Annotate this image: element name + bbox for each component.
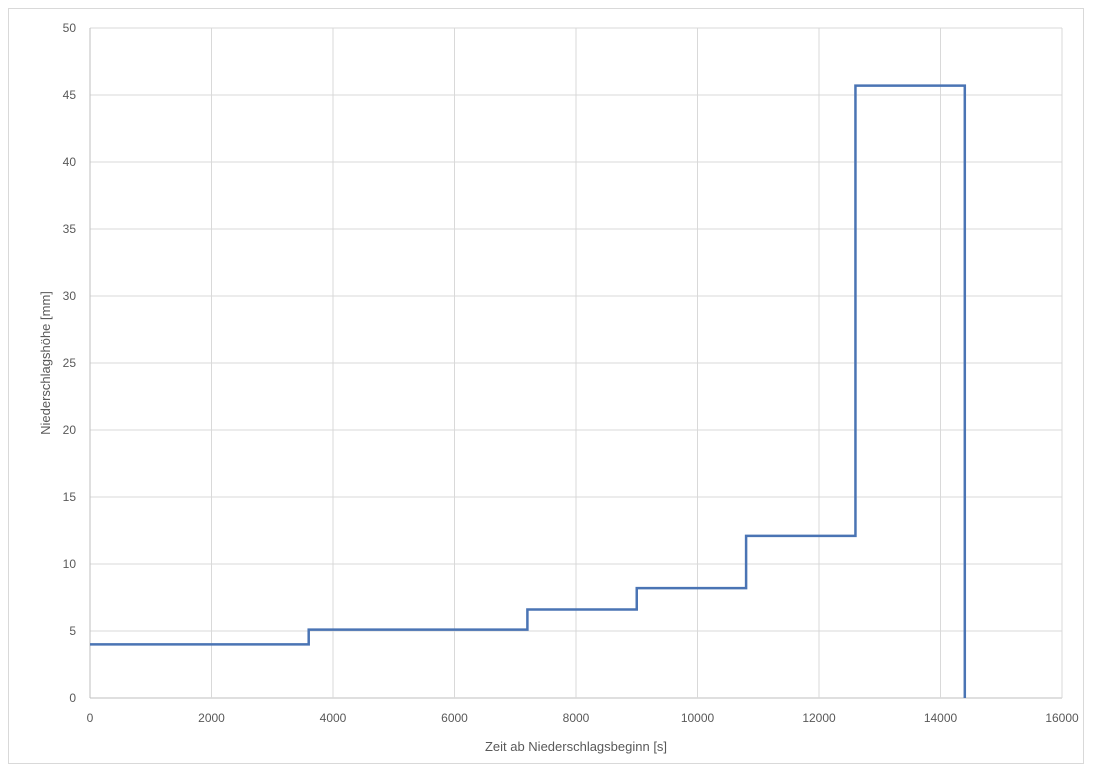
y-tick-label: 15 bbox=[63, 490, 77, 504]
grid-lines bbox=[89, 27, 1063, 699]
x-tick-label: 16000 bbox=[1045, 711, 1079, 725]
x-tick-label: 6000 bbox=[441, 711, 468, 725]
x-tick-label: 14000 bbox=[924, 711, 958, 725]
y-tick-label: 45 bbox=[63, 88, 77, 102]
y-tick-label: 30 bbox=[63, 289, 77, 303]
y-tick-label: 0 bbox=[69, 691, 76, 705]
x-tick-label: 2000 bbox=[198, 711, 225, 725]
chart-frame bbox=[8, 8, 1084, 764]
x-axis-title: Zeit ab Niederschlagsbeginn [s] bbox=[485, 739, 667, 754]
x-tick-label: 0 bbox=[87, 711, 94, 725]
step-series-line bbox=[90, 84, 967, 698]
x-tick-label: 12000 bbox=[802, 711, 836, 725]
x-tick-label: 4000 bbox=[320, 711, 347, 725]
y-tick-label: 25 bbox=[63, 356, 77, 370]
series-layer bbox=[89, 84, 967, 699]
x-tick-label: 10000 bbox=[681, 711, 715, 725]
y-tick-label: 10 bbox=[63, 557, 77, 571]
y-tick-label: 35 bbox=[63, 222, 77, 236]
y-tick-label: 40 bbox=[63, 155, 77, 169]
y-tick-label: 20 bbox=[63, 423, 77, 437]
tick-labels: 0 5 10 15 20 25 30 35 40 45 50 0 2000 4000 6000 8000 100… bbox=[63, 21, 1079, 725]
y-tick-label: 50 bbox=[63, 21, 77, 35]
x-tick-label: 8000 bbox=[563, 711, 590, 725]
y-axis-title: Niederschlagshöhe [mm] bbox=[38, 291, 53, 435]
y-tick-label: 5 bbox=[69, 624, 76, 638]
